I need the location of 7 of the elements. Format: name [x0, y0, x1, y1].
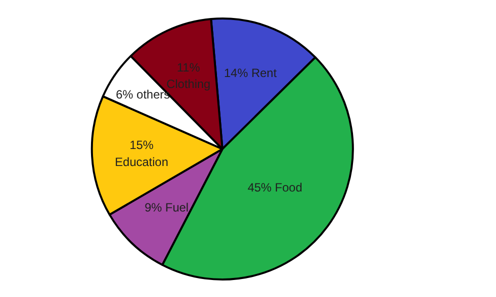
slice-label: Clothing — [166, 77, 210, 92]
data-label: 15% — [130, 138, 154, 152]
slice-label: Education — [114, 154, 168, 169]
data-label: 11% — [176, 60, 200, 74]
slice-label: 9% Fuel — [144, 200, 189, 214]
slice-label: 14% Rent — [224, 66, 278, 80]
slice-label: 45% Food — [248, 180, 302, 195]
